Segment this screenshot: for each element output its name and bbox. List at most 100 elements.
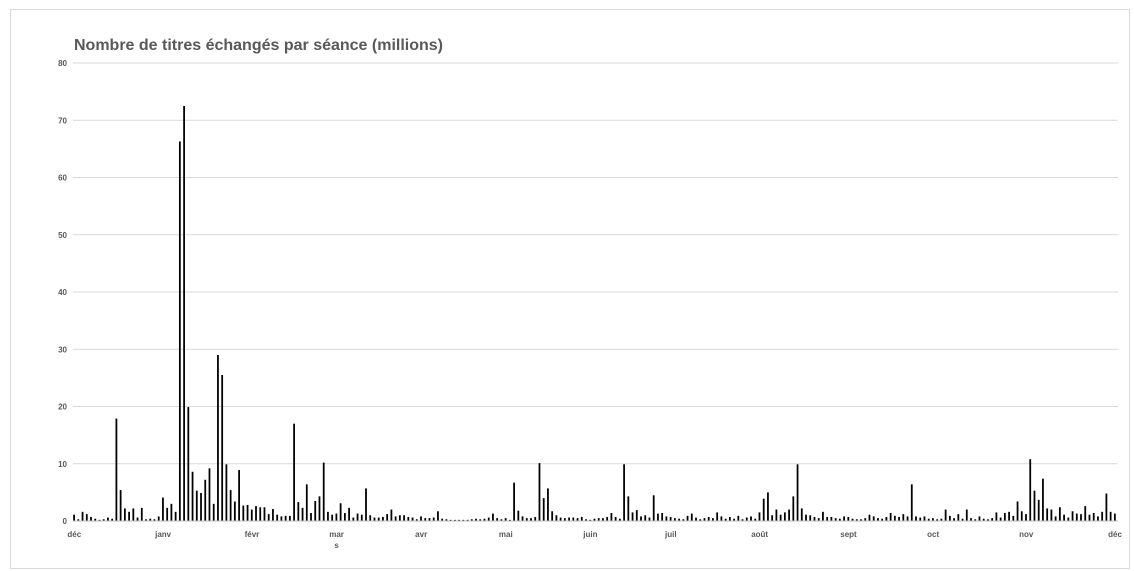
bar [98, 519, 101, 521]
bar [1080, 514, 1082, 521]
bar [267, 514, 270, 521]
bar [250, 509, 253, 521]
bar [111, 518, 114, 521]
bar [276, 514, 279, 521]
bar [631, 512, 634, 521]
bar [872, 516, 875, 521]
bar [284, 515, 287, 521]
bar [128, 511, 130, 521]
bar [614, 516, 617, 521]
bar [809, 515, 812, 521]
bar [851, 518, 854, 521]
bar [906, 516, 909, 521]
bar [166, 507, 169, 521]
bar [792, 496, 795, 521]
bar [212, 503, 215, 521]
bar [686, 515, 689, 521]
bar [487, 517, 490, 521]
bar [551, 511, 554, 521]
bar [834, 518, 837, 521]
bar [335, 513, 338, 521]
bar [893, 515, 896, 521]
bar [767, 492, 769, 522]
bar [737, 515, 740, 521]
bar [458, 519, 460, 521]
bar [1054, 516, 1057, 521]
bar [568, 517, 570, 521]
bar [162, 497, 164, 521]
bar [102, 519, 105, 521]
bar [178, 141, 181, 521]
x-tick-label: oct [927, 530, 939, 539]
bar [678, 518, 680, 521]
bar [369, 515, 372, 521]
bar [830, 516, 833, 521]
bar [1029, 459, 1032, 521]
bar [707, 516, 710, 521]
bar [547, 488, 549, 521]
bar [437, 511, 439, 521]
bar-chart: Nombre de titres échangés par séance (mi… [58, 37, 1122, 550]
bar [1113, 513, 1116, 521]
bar [805, 514, 807, 521]
bar [712, 518, 714, 521]
bar [225, 464, 228, 521]
chart-title: Nombre de titres échangés par séance (mi… [74, 37, 443, 54]
bar [1067, 517, 1070, 521]
bar [953, 518, 955, 521]
bar [796, 464, 799, 521]
bar [293, 423, 295, 521]
bar [817, 518, 820, 521]
bar [1097, 516, 1099, 521]
x-tick-label: nov [1019, 530, 1034, 539]
y-axis-tick-labels: 0 10 20 30 40 50 60 70 80 [58, 59, 67, 526]
bar [538, 463, 541, 521]
bar [77, 519, 80, 521]
x-tick-label: déc [67, 530, 81, 539]
bar [356, 513, 359, 521]
bar [343, 512, 346, 521]
y-tick-label: 0 [63, 517, 68, 526]
bar [1008, 511, 1010, 521]
x-tick-label: sept [840, 530, 857, 539]
bar [394, 516, 397, 521]
bar [623, 464, 625, 521]
x-axis-month-labels: déc janv févr mar s avr mai juin juil août sept oct… [67, 530, 1122, 550]
bar [665, 516, 668, 521]
bar [745, 517, 748, 521]
x-tick-label: juin [582, 530, 597, 539]
bar [982, 518, 985, 521]
bar [610, 512, 613, 521]
bar [589, 519, 592, 521]
bar [987, 519, 989, 521]
bar [246, 504, 249, 521]
y-tick-label: 30 [58, 345, 67, 354]
bar [635, 510, 638, 521]
bar [948, 515, 951, 521]
bar [995, 512, 998, 521]
bar [390, 509, 393, 521]
bar [648, 517, 651, 521]
y-tick-label: 40 [58, 288, 67, 297]
bar [157, 516, 160, 521]
bar [441, 518, 444, 521]
bar [327, 511, 329, 521]
bar [800, 508, 803, 521]
bar [217, 354, 219, 521]
bar [576, 518, 579, 521]
bar [221, 375, 224, 521]
bar [170, 503, 173, 521]
bar [305, 484, 308, 521]
bar [843, 516, 845, 521]
x-tick-label: mar s [329, 530, 344, 550]
bar [754, 518, 757, 521]
bar [94, 518, 97, 521]
bar [932, 518, 934, 521]
bar [136, 517, 139, 521]
bar [517, 510, 520, 521]
bar [280, 516, 283, 521]
bar [259, 507, 262, 521]
bar [991, 518, 994, 521]
bar [1050, 509, 1053, 521]
bar [238, 470, 240, 521]
